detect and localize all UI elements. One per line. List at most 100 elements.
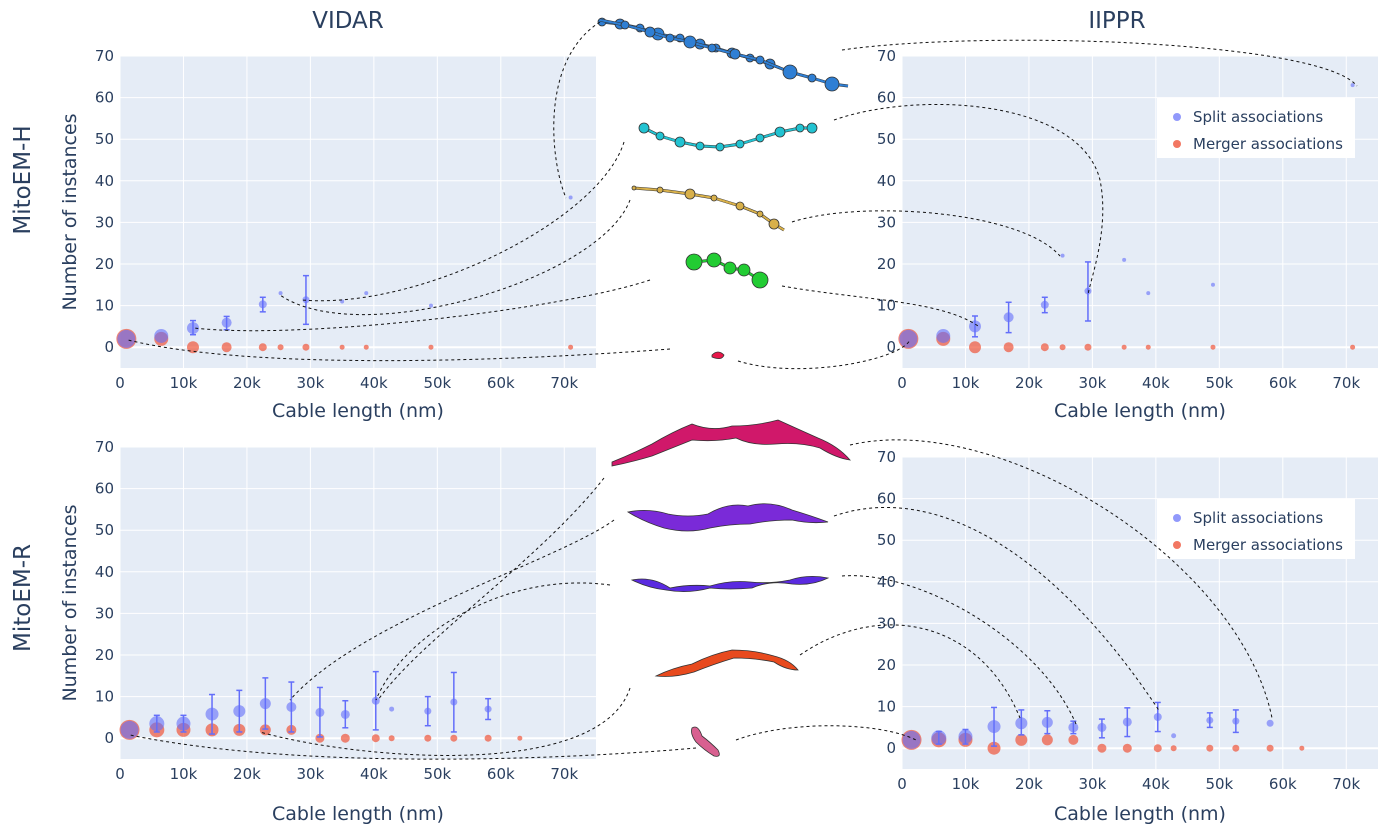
mito-bead <box>755 133 765 143</box>
split-point <box>1084 287 1092 295</box>
mito-bead <box>665 33 675 43</box>
connector-line <box>301 141 625 302</box>
x-tick-label: 70k <box>1332 775 1360 793</box>
mito-bead <box>795 123 805 133</box>
split-point <box>936 328 951 343</box>
x-axis-label: Cable length (nm) <box>272 803 444 825</box>
mito-bead <box>755 55 765 65</box>
merger-point <box>1266 744 1274 752</box>
x-tick-label: 40k <box>1142 775 1170 793</box>
connector-lines <box>127 21 1358 760</box>
y-axis-label: Number of instances <box>59 113 81 310</box>
y-tick-label: 70 <box>877 47 896 65</box>
split-point <box>286 702 297 712</box>
mito-bead <box>631 185 637 191</box>
plot-background <box>120 56 596 368</box>
merger-point <box>277 344 284 351</box>
legend-split-marker <box>1173 514 1181 522</box>
x-tick-label: 20k <box>1015 374 1043 392</box>
connector-line <box>833 507 1161 713</box>
merger-point <box>1170 745 1177 752</box>
x-tick-label: 50k <box>423 765 451 783</box>
split-point <box>233 705 246 718</box>
merger-point <box>1206 744 1214 752</box>
mito-bead <box>685 253 703 271</box>
y-tick-label: 30 <box>877 213 896 231</box>
connector-line <box>259 687 631 756</box>
split-point <box>120 720 139 739</box>
split-point <box>371 696 380 705</box>
mito-bead <box>656 186 664 194</box>
split-point <box>1003 312 1014 323</box>
merger-point <box>484 734 492 742</box>
legend-split-label: Split associations <box>1193 108 1323 126</box>
split-point <box>1068 722 1079 733</box>
y-tick-label: 30 <box>95 604 114 622</box>
mito-bead <box>735 139 745 149</box>
y-tick-label: 0 <box>104 729 114 747</box>
mitochondria-renderings <box>597 17 851 757</box>
split-point <box>389 706 395 712</box>
merger-point <box>1097 743 1107 753</box>
split-point <box>902 730 921 749</box>
merger-point <box>258 343 267 352</box>
y-tick-label: 40 <box>877 172 896 190</box>
mito-bead <box>684 188 696 200</box>
connector-line <box>781 285 979 327</box>
x-tick-label: 20k <box>233 374 261 392</box>
split-point <box>176 716 191 731</box>
y-tick-label: 70 <box>95 47 114 65</box>
mito-r-3 <box>630 576 830 592</box>
y-tick-label: 0 <box>104 338 114 356</box>
split-point <box>1146 291 1151 296</box>
x-tick-label: 0 <box>115 374 125 392</box>
y-tick-label: 0 <box>886 739 896 757</box>
mito-bead <box>756 210 764 218</box>
merger-point <box>186 341 199 354</box>
legend: Split associations Merger associations <box>1157 98 1355 158</box>
merger-point <box>1153 744 1162 753</box>
split-point <box>259 698 271 710</box>
merger-point <box>1040 343 1049 352</box>
merger-point <box>1121 344 1127 350</box>
mito-h-2 <box>638 122 818 152</box>
connector-line <box>737 339 911 370</box>
x-tick-label: 30k <box>1079 775 1107 793</box>
connector-line <box>377 477 605 701</box>
split-point <box>364 291 369 296</box>
split-point <box>568 195 573 200</box>
mito-bead <box>706 252 722 268</box>
x-tick-label: 30k <box>297 374 325 392</box>
merger-point <box>388 735 395 742</box>
split-point <box>302 296 310 304</box>
y-tick-label: 60 <box>877 490 896 508</box>
merger-point <box>1003 342 1014 353</box>
y-tick-label: 60 <box>877 89 896 107</box>
y-tick-label: 70 <box>95 438 114 456</box>
mito-bead <box>620 20 630 30</box>
y-tick-label: 20 <box>95 646 114 664</box>
y-tick-label: 50 <box>95 521 114 539</box>
split-point <box>278 291 283 296</box>
mito-body <box>654 649 799 677</box>
merger-point <box>315 733 325 743</box>
y-tick-label: 50 <box>95 130 114 148</box>
mito-bead <box>782 64 798 80</box>
mito-body <box>626 503 829 532</box>
x-tick-label: 70k <box>550 765 578 783</box>
chart-panel-1: 0 10k 20k 30k 40k 50k 60k 70k 0 10 20 30 40 50 60 70 Cab… <box>59 47 596 422</box>
x-axis-label: Cable length (nm) <box>1054 400 1226 422</box>
connector-line <box>279 199 631 316</box>
x-tick-label: 60k <box>1269 374 1297 392</box>
chart-panels: 0 10k 20k 30k 40k 50k 60k 70k 0 10 20 30 40 50 60 70 Cab… <box>59 47 1378 825</box>
connector-line <box>129 734 697 760</box>
x-tick-label: 20k <box>1015 775 1043 793</box>
connector-line <box>735 725 917 741</box>
split-point <box>424 707 432 715</box>
merger-point <box>424 734 432 742</box>
mito-bead <box>695 141 705 151</box>
split-point <box>258 300 267 309</box>
x-tick-label: 10k <box>952 775 980 793</box>
merger-point <box>1084 343 1092 351</box>
y-tick-label: 20 <box>877 656 896 674</box>
